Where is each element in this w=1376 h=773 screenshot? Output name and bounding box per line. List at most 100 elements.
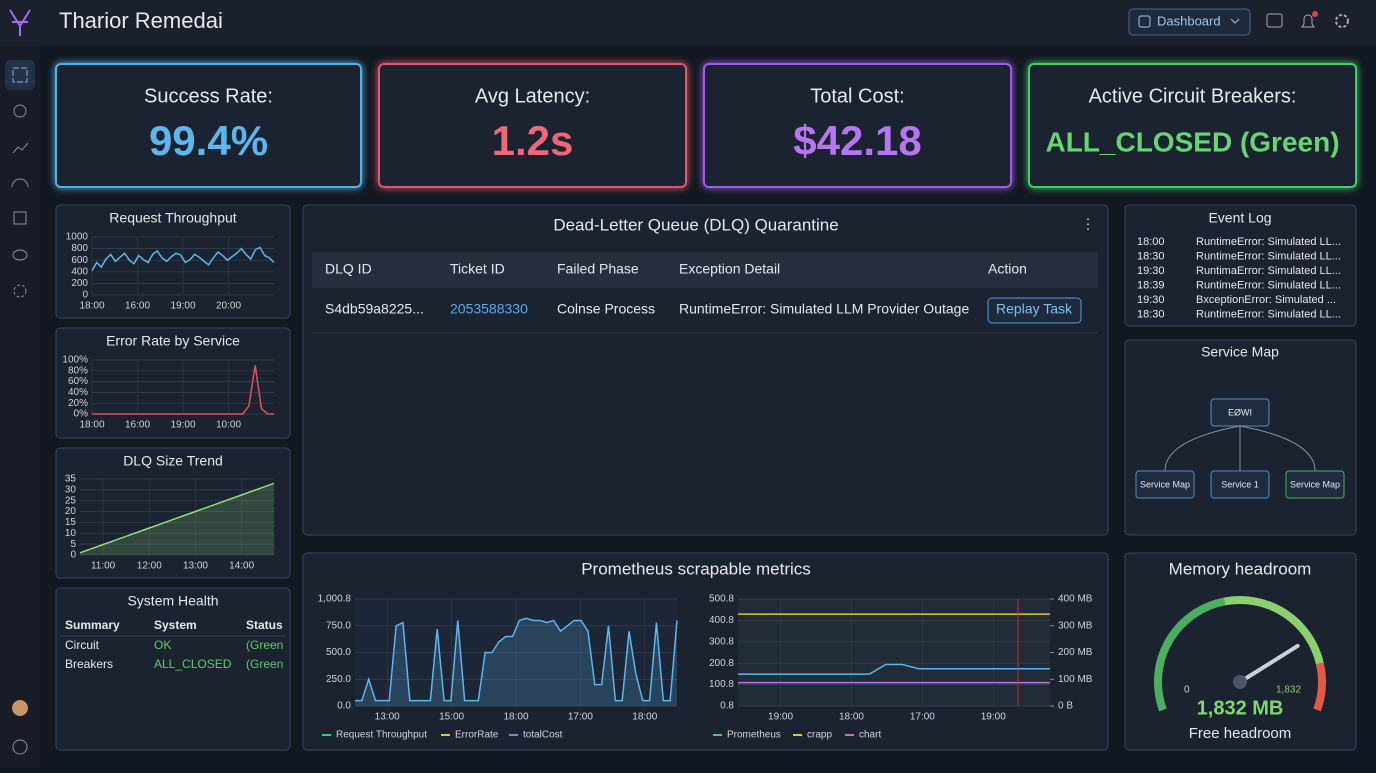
panel-title: Error Rate by Service	[106, 333, 240, 349]
panel-title: Dead-Letter Queue (DLQ) Quarantine	[553, 215, 838, 234]
x-tick-label: 19:00	[170, 301, 195, 312]
y-tick-label: 100.8	[709, 679, 734, 690]
avatar[interactable]	[12, 700, 28, 716]
gauge-max-label: 1,832	[1276, 685, 1301, 696]
gauge-caption: Free headroom	[1189, 725, 1292, 742]
replay-button[interactable]	[987, 297, 1082, 324]
nav-settings[interactable]	[13, 284, 27, 298]
gauge-needle	[1238, 643, 1300, 684]
log-message: RuntimeError: Simulated LL...	[1196, 250, 1341, 262]
x-tick-label: 19:00	[768, 712, 793, 723]
logo	[9, 9, 31, 36]
legend-label: Prometheus	[727, 730, 781, 741]
view-button-label[interactable]: Dashboard	[1157, 13, 1221, 28]
kpi-card	[1028, 63, 1357, 188]
y-tick-label: 0.0	[337, 701, 351, 712]
nav-gauge[interactable]	[11, 178, 29, 188]
panel	[55, 204, 291, 319]
panel-title: System Health	[127, 593, 218, 609]
panel-title: Prometheus scrapable metrics	[581, 559, 811, 578]
table-cell: (Green	[246, 657, 283, 671]
nav-database[interactable]	[12, 249, 28, 261]
calendar-icon	[1138, 15, 1151, 28]
x-tick-label: 18:00	[632, 712, 657, 723]
table-cell: OK	[154, 638, 171, 652]
log-time: 19:30	[1137, 294, 1165, 306]
column-header: Failed Phase	[557, 261, 639, 277]
column-header: System	[154, 618, 197, 632]
table-cell: S4db59a8225...	[325, 301, 424, 317]
y-tick-label: 200.8	[709, 658, 734, 669]
y-tick-label: 10	[65, 528, 77, 539]
series-line	[79, 482, 275, 554]
gauge-arc	[1154, 597, 1226, 712]
series-line	[92, 365, 274, 415]
y-tick-label: 80%	[68, 365, 88, 376]
replay-button-label[interactable]: Replay Task	[996, 301, 1073, 317]
gauge-value: 1,832 MB	[1197, 697, 1284, 719]
gauge-arc	[1313, 662, 1326, 712]
x-tick-label: 12:00	[137, 561, 162, 572]
help-icon[interactable]	[12, 739, 28, 755]
panel-title: Request Throughput	[109, 210, 236, 226]
y-tick-label: 0%	[74, 409, 89, 420]
map-node	[1285, 470, 1345, 499]
gauge-hub	[1233, 675, 1247, 689]
kpi-value: 1.2s	[492, 117, 574, 164]
panel	[55, 327, 291, 439]
column-header: Ticket ID	[450, 261, 505, 277]
kpi-value: 99.4%	[149, 117, 268, 164]
x-tick-label: 13:00	[375, 712, 400, 723]
panel-title: Event Log	[1208, 210, 1271, 226]
chat-icon[interactable]	[1266, 13, 1283, 28]
panel	[1124, 552, 1357, 751]
series-line	[738, 663, 1050, 675]
y-tick-label: 40%	[68, 387, 88, 398]
nav-trophy[interactable]	[13, 211, 27, 225]
view-button[interactable]	[1128, 8, 1251, 36]
nav-users[interactable]	[13, 104, 27, 118]
legend-label: totalCost	[523, 730, 563, 741]
y-tick-label: 600	[71, 255, 88, 266]
settings-icon[interactable]	[1335, 14, 1349, 28]
x-tick-label: 14:00	[229, 561, 254, 572]
column-header: DLQ ID	[325, 261, 372, 277]
y-tick-label: 35	[65, 474, 77, 485]
nav-metrics[interactable]	[12, 142, 29, 154]
map-edge	[1239, 425, 1316, 472]
map-node-label: Service Map	[1140, 479, 1190, 489]
kpi-card	[55, 63, 362, 188]
bell-icon[interactable]	[1301, 14, 1315, 28]
table-cell: (Green	[246, 638, 283, 652]
map-node	[1210, 470, 1270, 499]
panel	[55, 587, 291, 751]
area	[355, 618, 677, 706]
x-tick-label: 15:00	[439, 712, 464, 723]
kpi-title: Success Rate:	[144, 85, 273, 107]
log-time: 18:39	[1137, 279, 1165, 291]
x-tick-label: 16:00	[125, 301, 150, 312]
y2-tick-label: 300 MB	[1058, 620, 1093, 631]
gauge-arc	[1223, 596, 1324, 665]
sidebar	[0, 46, 40, 768]
map-node	[1135, 470, 1195, 499]
gauge-min-label: 0	[1184, 685, 1190, 696]
series-line	[91, 246, 275, 272]
table-cell: Colnse Process	[557, 301, 655, 317]
nav-dashboard[interactable]	[12, 67, 28, 83]
log-message: RuntimeError: Simulated LL...	[1196, 308, 1341, 320]
panel	[1124, 204, 1357, 327]
column-header: Action	[988, 261, 1027, 277]
menu-icon[interactable]: ⋮	[1081, 216, 1095, 232]
y-tick-label: 200	[71, 278, 88, 289]
x-tick-label: 19:00	[981, 712, 1006, 723]
legend-label: Request Throughput	[336, 730, 427, 741]
table-header	[312, 252, 1098, 288]
log-time: 18:00	[1137, 236, 1165, 248]
y-tick-label: 500.0	[326, 647, 351, 658]
panel-title: Service Map	[1201, 344, 1279, 360]
x-tick-label: 20:00	[216, 301, 241, 312]
y-tick-label: 250.0	[326, 674, 351, 685]
log-message: RuntimeError: Simulated LL...	[1196, 236, 1341, 248]
y2-tick-label: 0 B	[1058, 701, 1073, 712]
